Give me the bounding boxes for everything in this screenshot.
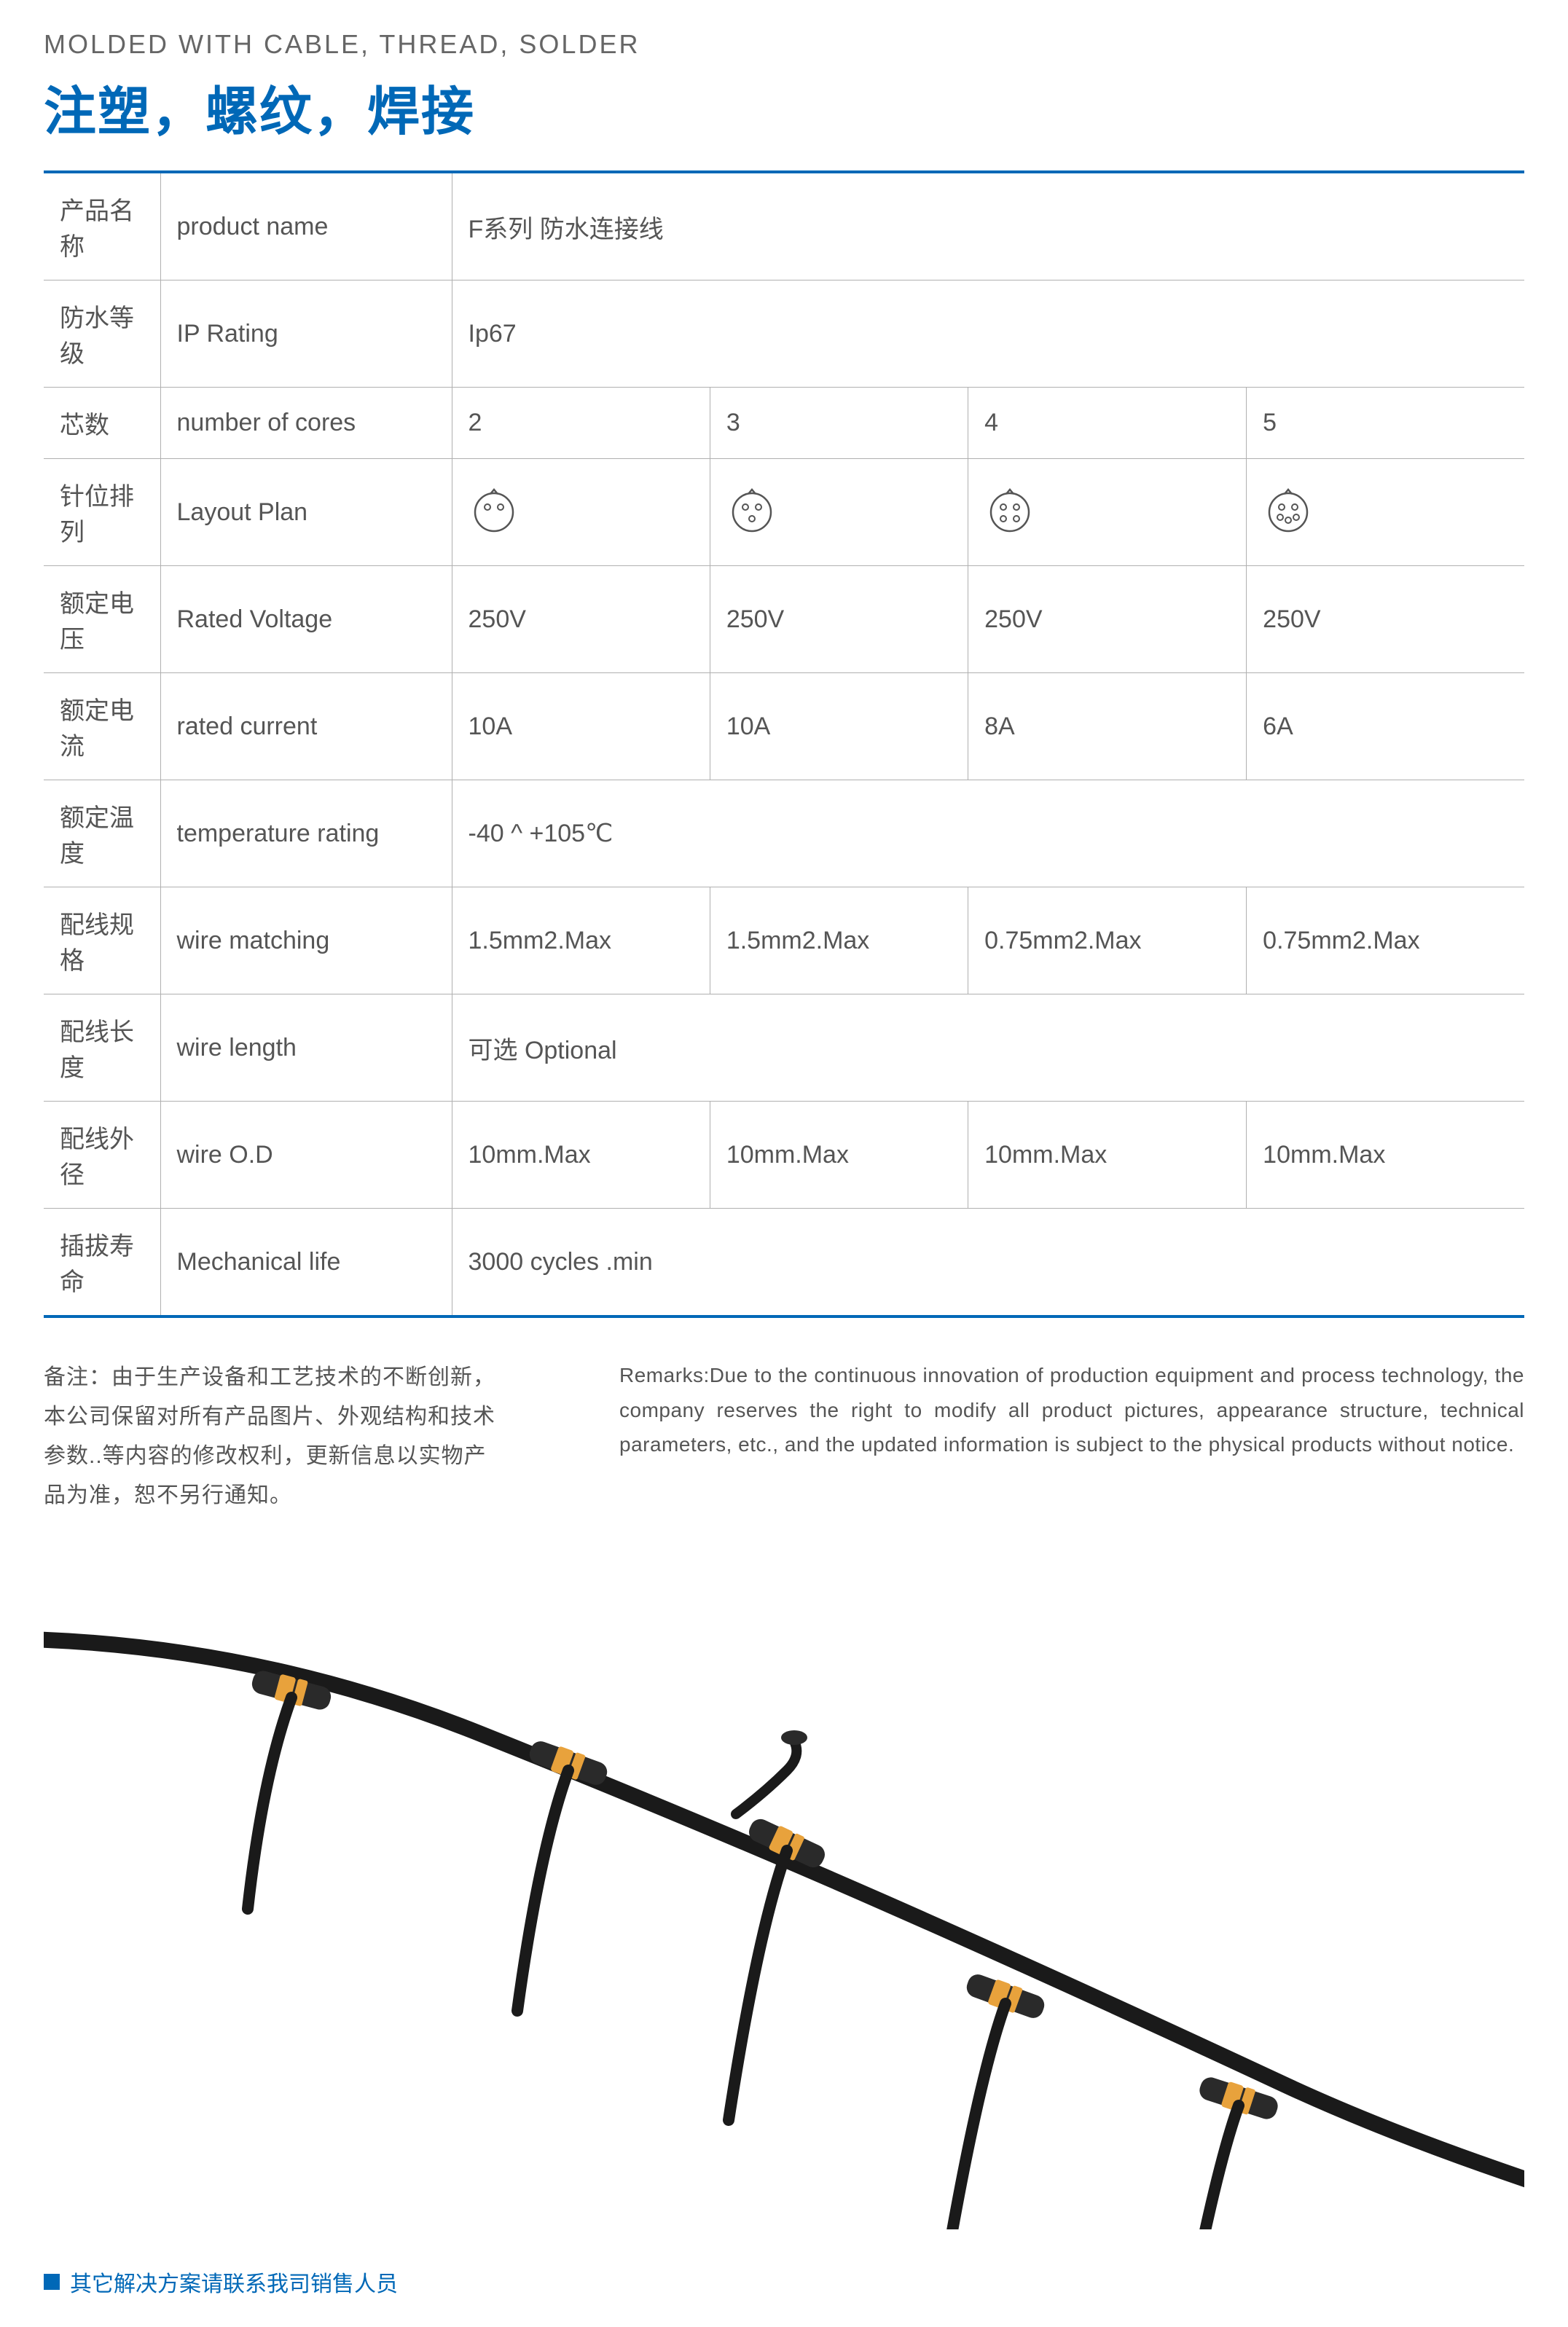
row-value-cell: 8A (968, 673, 1247, 780)
table-row: 针位排列Layout Plan (44, 459, 1524, 566)
row-value-cell: 1.5mm2.Max (452, 887, 710, 994)
row-value-cell: 0.75mm2.Max (1247, 887, 1524, 994)
row-label-cn: 针位排列 (44, 459, 160, 566)
row-label-en: rated current (160, 673, 452, 780)
row-value: Ip67 (452, 280, 1524, 388)
footer-note: 其它解决方案请联系我司销售人员 (44, 2266, 1524, 2298)
row-value: 3000 cycles .min (452, 1209, 1524, 1317)
row-value-cell: 0.75mm2.Max (968, 887, 1247, 994)
table-row: 额定电流rated current10A10A8A6A (44, 673, 1524, 780)
row-label-cn: 额定电压 (44, 566, 160, 673)
row-label-en: wire O.D (160, 1102, 452, 1209)
pin-layout-icon (726, 487, 777, 538)
remarks-section: 备注：由于生产设备和工艺技术的不断创新，本公司保留对所有产品图片、外观结构和技术… (44, 1358, 1524, 1515)
pin-layout-icon (1263, 487, 1314, 538)
row-label-cn: 防水等级 (44, 280, 160, 388)
row-label-cn: 配线外径 (44, 1102, 160, 1209)
remarks-en: Remarks:Due to the continuous innovation… (619, 1358, 1524, 1515)
row-label-cn: 产品名称 (44, 172, 160, 280)
table-row: 配线外径wire O.D10mm.Max10mm.Max10mm.Max10mm… (44, 1102, 1524, 1209)
row-label-cn: 配线规格 (44, 887, 160, 994)
pin-layout-icon (984, 487, 1035, 538)
row-label-en: product name (160, 172, 452, 280)
row-value-cell: 1.5mm2.Max (710, 887, 968, 994)
product-illustration (44, 1574, 1524, 2229)
row-value-cell: 250V (710, 566, 968, 673)
row-label-cn: 芯数 (44, 388, 160, 459)
row-value-cell: 5 (1247, 388, 1524, 459)
row-value-cell: 2 (452, 388, 710, 459)
row-value-cell: 10A (710, 673, 968, 780)
row-label-cn: 插拔寿命 (44, 1209, 160, 1317)
row-label-en: temperature rating (160, 780, 452, 887)
row-value-cell: 4 (968, 388, 1247, 459)
row-label-en: IP Rating (160, 280, 452, 388)
row-value-cell: 6A (1247, 673, 1524, 780)
table-row: 额定温度temperature rating-40 ^ +105℃ (44, 780, 1524, 887)
pin-layout-cell (710, 459, 968, 566)
pin-layout-icon (469, 487, 520, 538)
table-row: 配线规格wire matching1.5mm2.Max1.5mm2.Max0.7… (44, 887, 1524, 994)
row-label-en: wire matching (160, 887, 452, 994)
remarks-cn: 备注：由于生产设备和工艺技术的不断创新，本公司保留对所有产品图片、外观结构和技术… (44, 1358, 495, 1515)
row-value-cell: 10mm.Max (710, 1102, 968, 1209)
table-row: 防水等级IP RatingIp67 (44, 280, 1524, 388)
row-value-cell: 3 (710, 388, 968, 459)
pin-layout-cell (1247, 459, 1524, 566)
row-label-en: Layout Plan (160, 459, 452, 566)
row-value-cell: 10A (452, 673, 710, 780)
table-row: 插拔寿命Mechanical life3000 cycles .min (44, 1209, 1524, 1317)
row-label-en: Mechanical life (160, 1209, 452, 1317)
footer-text: 其它解决方案请联系我司销售人员 (70, 2266, 398, 2298)
row-value-cell: 250V (1247, 566, 1524, 673)
row-value-cell: 10mm.Max (452, 1102, 710, 1209)
row-value: 可选 Optional (452, 994, 1524, 1102)
pin-layout-cell (452, 459, 710, 566)
row-value-cell: 250V (452, 566, 710, 673)
header-subtitle: MOLDED WITH CABLE, THREAD, SOLDER (44, 29, 1524, 60)
row-label-en: number of cores (160, 388, 452, 459)
row-label-cn: 额定温度 (44, 780, 160, 887)
row-value-cell: 10mm.Max (1247, 1102, 1524, 1209)
row-label-cn: 配线长度 (44, 994, 160, 1102)
table-row: 芯数number of cores2345 (44, 388, 1524, 459)
row-value: F系列 防水连接线 (452, 172, 1524, 280)
row-label-en: Rated Voltage (160, 566, 452, 673)
header-title: 注塑，螺纹，焊接 (44, 68, 1524, 145)
row-value: -40 ^ +105℃ (452, 780, 1524, 887)
table-row: 配线长度wire length可选 Optional (44, 994, 1524, 1102)
row-label-cn: 额定电流 (44, 673, 160, 780)
row-label-en: wire length (160, 994, 452, 1102)
table-row: 额定电压Rated Voltage250V250V250V250V (44, 566, 1524, 673)
table-row: 产品名称product nameF系列 防水连接线 (44, 172, 1524, 280)
row-value-cell: 250V (968, 566, 1247, 673)
spec-table: 产品名称product nameF系列 防水连接线防水等级IP RatingIp… (44, 170, 1524, 1318)
footer-square-icon (44, 2274, 60, 2290)
row-value-cell: 10mm.Max (968, 1102, 1247, 1209)
pin-layout-cell (968, 459, 1247, 566)
